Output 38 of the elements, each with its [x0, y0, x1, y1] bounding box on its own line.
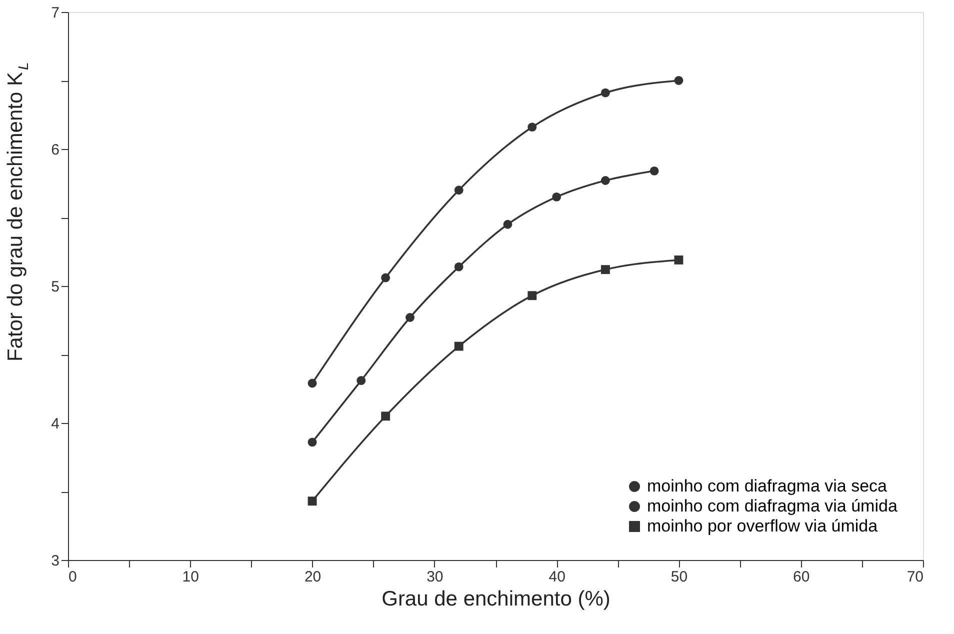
point [674, 76, 684, 85]
y-tick-label: 6 [51, 142, 60, 158]
point [308, 496, 317, 506]
point [381, 273, 390, 282]
point [528, 122, 537, 132]
point [381, 412, 390, 421]
legend-label: moinho com diafragma via úmida [647, 496, 898, 516]
point [650, 166, 659, 176]
x-tick-label: 20 [304, 568, 322, 586]
point [600, 88, 610, 98]
y-tick-label: 5 [51, 278, 60, 296]
point [308, 378, 317, 388]
point [308, 438, 317, 447]
x-tick-label: 60 [793, 568, 810, 586]
x-tick-label: 40 [548, 568, 566, 586]
point [454, 342, 464, 351]
x-tick-label: 10 [182, 568, 199, 586]
y-axis-title: Fator do grau de enchimento KL [4, 62, 31, 362]
x-tick-label: 0 [68, 568, 77, 586]
point [600, 265, 610, 274]
point [356, 376, 366, 385]
x-axis-title: Grau de enchimento (%) [382, 588, 610, 610]
y-tick-label: 3 [51, 552, 60, 570]
point [503, 220, 512, 229]
point [454, 262, 464, 272]
x-tick-label: 30 [426, 568, 444, 586]
legend-label: moinho com diafragma via seca [647, 476, 888, 496]
y-tick-label: 7 [51, 4, 60, 22]
legend-label: moinho por overflow via úmida [647, 516, 878, 536]
x-tick-label: 70 [906, 568, 924, 586]
point [674, 256, 684, 264]
y-tick-label: 4 [51, 416, 60, 432]
point [528, 291, 537, 300]
point [454, 186, 464, 195]
x-tick-label: 50 [670, 568, 688, 586]
point [552, 192, 562, 202]
point [406, 313, 414, 322]
point [600, 176, 610, 185]
